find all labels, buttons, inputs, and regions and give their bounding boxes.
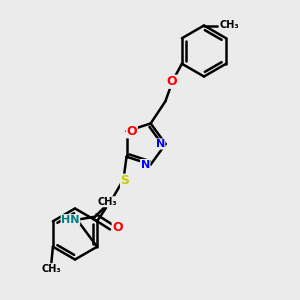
Text: N: N xyxy=(156,139,165,149)
Text: HN: HN xyxy=(61,215,80,225)
Text: N: N xyxy=(141,160,150,170)
Text: CH₃: CH₃ xyxy=(42,264,61,274)
Text: O: O xyxy=(127,125,137,138)
Text: O: O xyxy=(112,221,123,234)
Text: S: S xyxy=(121,174,130,187)
Text: O: O xyxy=(166,75,177,88)
Text: CH₃: CH₃ xyxy=(219,20,239,31)
Text: CH₃: CH₃ xyxy=(98,197,117,207)
